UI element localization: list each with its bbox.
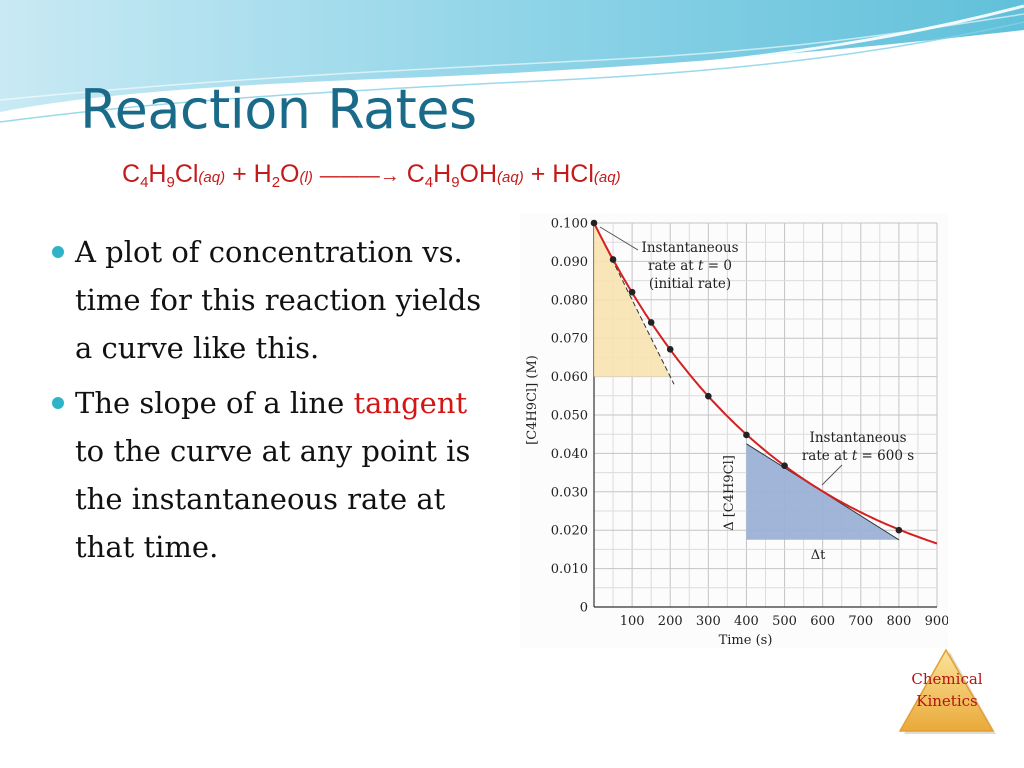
highlight-tangent: tangent xyxy=(353,386,468,420)
annotation-leader-600 xyxy=(821,464,843,486)
reaction-arrow: ———→ xyxy=(319,165,400,187)
tangent-line-initial xyxy=(593,222,675,385)
annotation-initial-line3: (initial rate) xyxy=(649,276,731,292)
x-tick-label: 800 xyxy=(886,614,911,629)
plus-sign: + xyxy=(232,160,247,188)
data-point xyxy=(590,219,598,227)
reactant-1: C4H9Cl(aq) xyxy=(122,160,226,191)
x-axis-label: Time (s) xyxy=(719,633,773,648)
product-2: HCl(aq) xyxy=(552,160,621,188)
x-tick-label: 700 xyxy=(848,614,873,629)
bullet-dot-icon xyxy=(52,397,64,409)
y-tick-label: 0.020 xyxy=(551,524,588,539)
chart-annotations: Instantaneous rate at t = 0 (initial rate)… xyxy=(599,226,914,563)
y-tick-label: 0.080 xyxy=(551,293,588,308)
annotation-initial-line1: Instantaneous xyxy=(641,240,738,256)
slide-title: Reaction Rates xyxy=(80,78,477,141)
chart-grid xyxy=(593,222,938,608)
rate-600-triangle xyxy=(746,443,899,540)
logo-text: Chemical Kinetics xyxy=(897,668,997,712)
y-tick-label: 0.010 xyxy=(551,562,588,577)
x-tick-label: 600 xyxy=(810,614,835,629)
x-tick-label: 900 xyxy=(925,614,948,629)
concentration-time-chart: 0 0.010 0.020 0.030 0.040 0.050 0.060 0.070 0.08… xyxy=(525,217,948,649)
y-tick-label: 0.030 xyxy=(551,485,588,500)
logo-line-1: Chemical xyxy=(911,670,983,688)
bullet-list: A plot of concentration vs. time for thi… xyxy=(52,228,497,578)
data-point xyxy=(647,319,655,326)
y-tick-label: 0.050 xyxy=(551,409,588,424)
plus-sign: + xyxy=(530,160,546,188)
reaction-equation: C4H9Cl(aq) + H2O(l) ———→ C4H9OH(aq) + HC… xyxy=(122,160,621,191)
annotation-600-line1: Instantaneous xyxy=(809,430,906,446)
data-point xyxy=(666,346,674,353)
data-point xyxy=(628,288,636,296)
x-tick-label: 500 xyxy=(772,614,797,629)
x-tick-label: 200 xyxy=(658,614,683,629)
y-tick-label: 0.090 xyxy=(551,255,588,270)
reactant-2: H2O(l) xyxy=(253,160,313,191)
y-tick-label: 0.100 xyxy=(551,217,588,232)
graph-panel xyxy=(520,213,948,648)
data-point xyxy=(743,431,750,439)
bullet-dot-icon xyxy=(52,246,64,258)
delta-concentration-label: Δ [C4H9Cl] xyxy=(722,455,737,531)
chart-tick-labels: 0 0.010 0.020 0.030 0.040 0.050 0.060 0.070 0.08… xyxy=(525,217,948,649)
y-tick-label: 0 xyxy=(580,601,588,616)
bullet-item: The slope of a line tangent to the curve… xyxy=(52,379,497,571)
y-axis-label: [C4H9Cl] (M) xyxy=(525,355,540,445)
annotation-600-line2: rate at t = 600 s xyxy=(802,448,914,464)
y-tick-label: 0.040 xyxy=(551,447,588,462)
data-point xyxy=(705,392,712,400)
y-tick-label: 0.070 xyxy=(551,332,588,347)
annotation-initial-line2: rate at t = 0 xyxy=(648,258,732,274)
header-wave-decoration xyxy=(0,0,1024,123)
logo-line-2: Kinetics xyxy=(916,692,978,710)
x-tick-label: 400 xyxy=(734,614,759,629)
chart-points xyxy=(590,219,903,534)
x-tick-label: 300 xyxy=(696,614,721,629)
x-tick-label: 100 xyxy=(620,614,645,629)
delta-t-label: Δt xyxy=(811,548,826,563)
y-tick-label: 0.060 xyxy=(551,370,588,385)
data-point xyxy=(895,526,903,534)
annotation-leader-initial xyxy=(599,226,639,251)
chemical-kinetics-logo xyxy=(898,648,996,734)
data-point xyxy=(609,256,617,263)
product-1: C4H9OH(aq) xyxy=(406,160,524,191)
data-point xyxy=(781,462,788,469)
bullet-item: A plot of concentration vs. time for thi… xyxy=(52,228,497,372)
